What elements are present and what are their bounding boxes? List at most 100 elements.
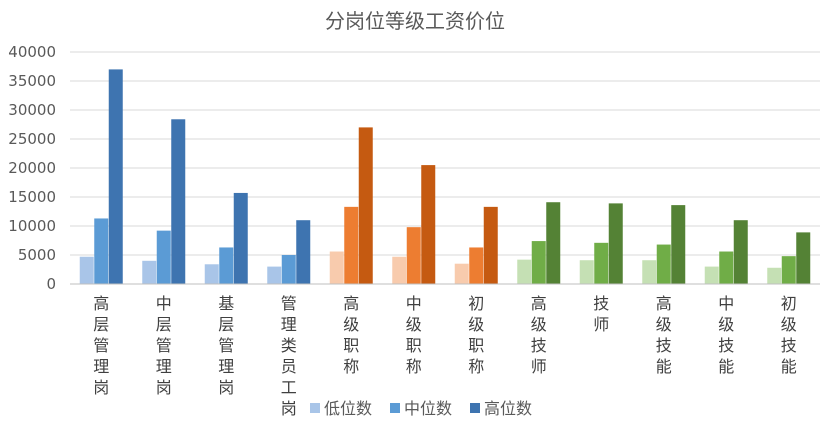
category-label-char: 技 — [656, 336, 672, 355]
legend-swatch — [470, 403, 480, 413]
bar — [469, 247, 484, 284]
category-label-char: 理 — [218, 357, 234, 376]
legend-swatch — [310, 403, 320, 413]
category-label-char: 高 — [343, 294, 359, 313]
category-label-char: 岗 — [156, 378, 172, 397]
bar — [267, 266, 282, 284]
category-label-char: 级 — [343, 315, 359, 334]
bar — [454, 263, 469, 284]
bar — [781, 256, 796, 284]
bar — [704, 266, 719, 284]
category-label-char: 类 — [281, 336, 297, 355]
bar — [358, 127, 373, 285]
category-label-char: 中 — [156, 294, 172, 313]
category-label-char: 级 — [656, 315, 672, 334]
y-tick-label: 20000 — [8, 159, 56, 177]
category-label-char: 初 — [468, 294, 484, 313]
category-label-char: 师 — [593, 315, 609, 334]
category-label-char: 职 — [406, 336, 422, 355]
bar — [108, 69, 123, 285]
category-label-char: 中 — [406, 294, 422, 313]
category-label-char: 高 — [93, 294, 109, 313]
category-label-char: 理 — [156, 357, 172, 376]
bar — [79, 256, 94, 284]
bar — [594, 242, 609, 284]
bar — [392, 256, 407, 284]
category-labels: 高层管理岗中层管理岗基层管理岗管理类员工岗高级职称中级职称初级职称高级技师技师高… — [93, 294, 797, 418]
category-label-char: 职 — [468, 336, 484, 355]
legend-label: 中位数 — [404, 399, 452, 418]
bar — [531, 241, 546, 284]
y-tick-label: 10000 — [8, 217, 56, 235]
bar — [767, 267, 782, 284]
bar — [421, 165, 436, 284]
category-label-char: 能 — [718, 357, 734, 376]
category-label-char: 级 — [406, 315, 422, 334]
bar — [579, 260, 594, 284]
category-label-char: 级 — [468, 315, 484, 334]
category-label-char: 岗 — [218, 378, 234, 397]
y-tick-label: 30000 — [8, 101, 56, 119]
category-label-char: 理 — [281, 315, 297, 334]
bar — [204, 264, 219, 284]
bar — [483, 206, 498, 284]
category-label-char: 工 — [281, 378, 297, 397]
category-label-char: 称 — [406, 357, 422, 376]
bar — [281, 255, 296, 284]
category-label-char: 能 — [781, 357, 797, 376]
category-label-char: 层 — [218, 315, 234, 334]
bar — [671, 205, 686, 284]
category-label-char: 理 — [93, 357, 109, 376]
category-label-char: 职 — [343, 336, 359, 355]
bar — [171, 119, 186, 284]
category-label-char: 技 — [718, 336, 734, 355]
category-label-char: 管 — [281, 294, 297, 313]
y-tick-label: 15000 — [8, 188, 56, 206]
category-label-char: 称 — [468, 357, 484, 376]
category-label-char: 高 — [531, 294, 547, 313]
category-label-char: 初 — [781, 294, 797, 313]
bar — [344, 206, 359, 284]
category-label-char: 中 — [718, 294, 734, 313]
category-label-char: 高 — [656, 294, 672, 313]
category-label-char: 管 — [218, 336, 234, 355]
bar — [733, 220, 748, 284]
category-label-char: 管 — [93, 336, 109, 355]
legend-swatch — [390, 403, 400, 413]
y-tick-label: 35000 — [8, 72, 56, 90]
bar — [642, 260, 657, 284]
y-tick-label: 0 — [46, 275, 56, 293]
bar — [142, 260, 157, 284]
chart-title: 分岗位等级工资价位 — [325, 9, 505, 33]
category-label-char: 基 — [218, 294, 234, 313]
bar — [296, 220, 311, 284]
category-label: 技师 — [593, 294, 609, 334]
legend: 低位数 中位数 高位数 — [310, 399, 532, 418]
category-label-char: 岗 — [93, 378, 109, 397]
y-axis-ticks: 0 5000 10000 15000 20000 25000 30000 35000 40000 — [8, 43, 56, 293]
bar — [796, 232, 811, 284]
bar — [608, 203, 623, 284]
gridlines — [70, 51, 820, 256]
category-label-char: 技 — [781, 336, 797, 355]
bar — [233, 192, 248, 284]
category-label-char: 级 — [531, 315, 547, 334]
y-tick-label: 25000 — [8, 130, 56, 148]
category-label-char: 级 — [781, 315, 797, 334]
category-label-char: 员 — [281, 357, 297, 376]
category-label-char: 能 — [656, 357, 672, 376]
bar — [94, 218, 109, 284]
category-label-char: 管 — [156, 336, 172, 355]
legend-label: 高位数 — [484, 399, 532, 418]
